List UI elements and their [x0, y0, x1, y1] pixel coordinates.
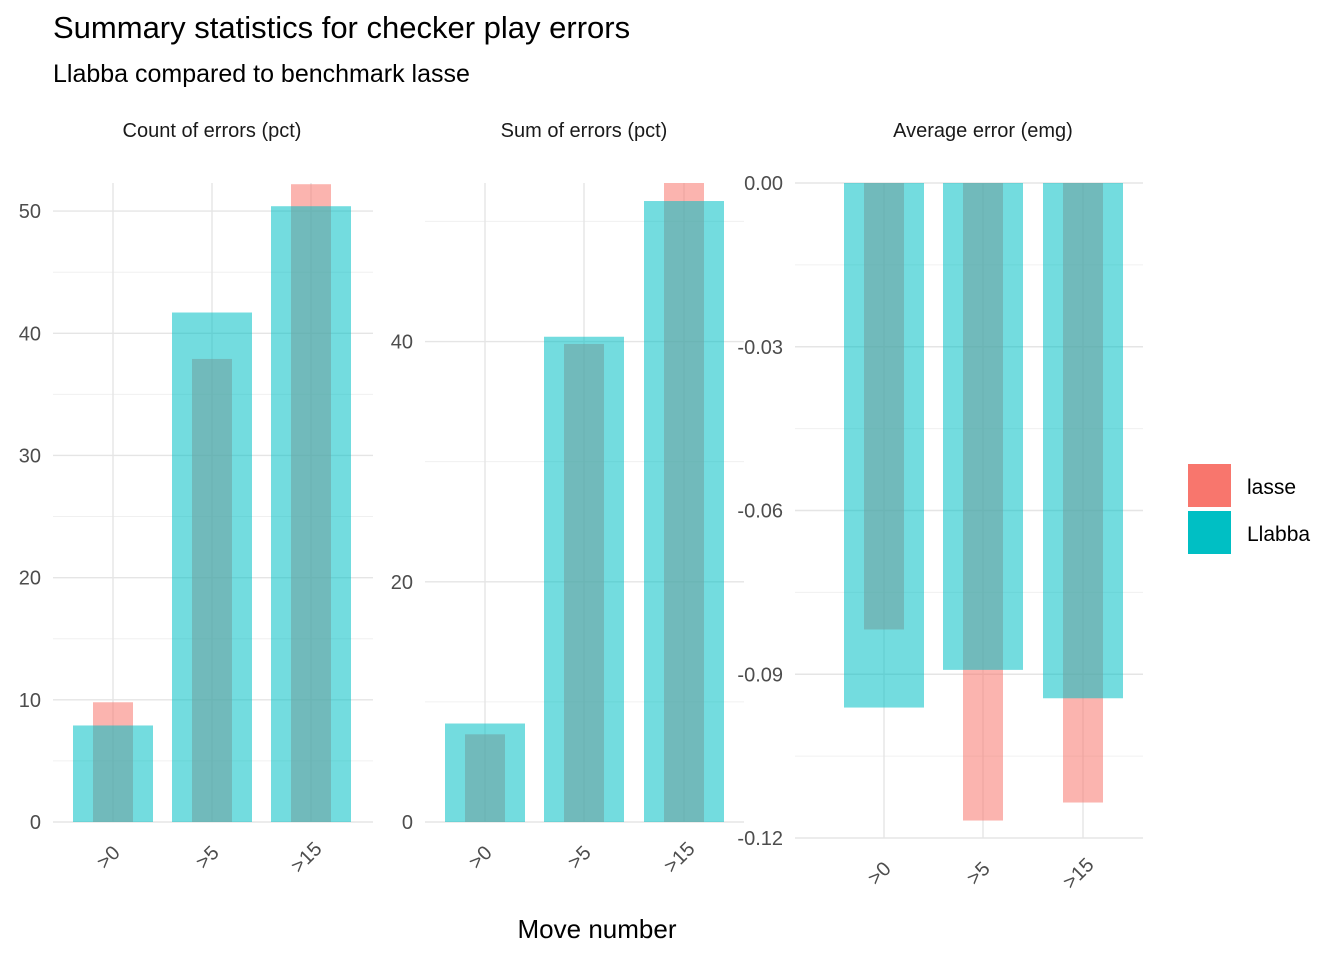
y-tick-label: -0.12: [737, 828, 783, 850]
x-tick-label: >5: [192, 842, 224, 874]
bar-llabba: [445, 723, 525, 822]
legend-key-lasse: [1188, 464, 1231, 507]
x-tick-label: >5: [564, 842, 596, 874]
panel-strip-label: Sum of errors (pct): [501, 120, 668, 142]
x-axis-title: Move number: [518, 914, 677, 944]
bar-llabba: [943, 183, 1023, 670]
y-tick-label: -0.06: [737, 501, 783, 523]
bar-llabba: [73, 725, 153, 822]
bar-llabba: [544, 336, 624, 822]
x-tick-label: >0: [465, 842, 497, 874]
y-tick-label: 20: [391, 572, 413, 594]
bar-llabba: [844, 183, 924, 708]
bar-llabba: [644, 201, 724, 823]
panel-strip-label: Average error (emg): [893, 120, 1073, 142]
x-tick-label: >15: [287, 838, 327, 878]
y-tick-label: 0: [30, 812, 41, 834]
x-tick-label: >15: [660, 838, 700, 878]
panel-strip-label: Count of errors (pct): [123, 120, 302, 142]
chart-subtitle: Llabba compared to benchmark lasse: [53, 60, 470, 88]
x-tick-label: >0: [864, 858, 896, 890]
y-tick-label: 50: [19, 201, 41, 223]
x-tick-label: >0: [93, 842, 125, 874]
y-tick-label: 40: [19, 323, 41, 345]
x-tick-label: >15: [1059, 854, 1099, 894]
y-tick-label: 40: [391, 332, 413, 354]
legend-key-llabba: [1188, 511, 1231, 554]
x-tick-label: >5: [963, 858, 995, 890]
y-tick-label: 30: [19, 445, 41, 467]
y-tick-label: 0: [402, 812, 413, 834]
bar-llabba: [1043, 183, 1123, 699]
y-tick-label: -0.03: [737, 337, 783, 359]
legend-label-lasse: lasse: [1247, 476, 1296, 499]
y-tick-label: -0.09: [737, 664, 783, 686]
bar-llabba: [172, 312, 252, 822]
y-tick-label: 10: [19, 690, 41, 712]
y-tick-label: 0.00: [744, 173, 783, 195]
y-tick-label: 20: [19, 568, 41, 590]
bar-llabba: [271, 206, 351, 823]
legend-label-llabba: Llabba: [1247, 523, 1310, 546]
chart-title: Summary statistics for checker play erro…: [53, 10, 631, 45]
